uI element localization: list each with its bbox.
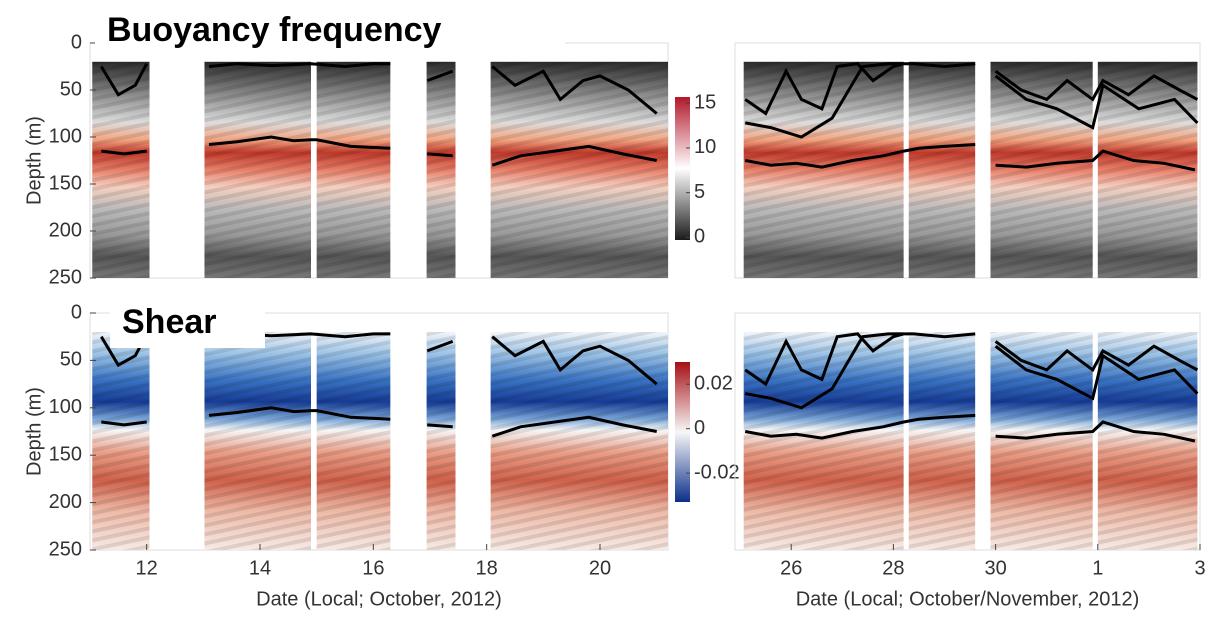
- colorbar-tick-label: 0: [694, 226, 705, 248]
- texture: [990, 331, 1093, 550]
- title-box: [95, 4, 565, 56]
- texture: [316, 61, 391, 278]
- y-tick-label: 250: [49, 538, 82, 560]
- x-axis-label: Date (Local; October/November, 2012): [796, 588, 1140, 610]
- x-axis-label: Date (Local; October, 2012): [256, 588, 502, 610]
- y-tick-label: 50: [60, 349, 82, 371]
- x-tick-label: 14: [249, 557, 271, 579]
- texture: [490, 331, 668, 550]
- y-tick-label: 150: [49, 443, 82, 465]
- colorbar: [675, 362, 690, 502]
- contour-line: [744, 62, 1199, 116]
- y-tick-label: 150: [49, 172, 82, 194]
- x-tick-label: 3: [1194, 557, 1205, 579]
- plot-area: [92, 331, 668, 550]
- contour-line: [744, 332, 1199, 410]
- x-tick-label: 12: [136, 557, 158, 579]
- colorbar-tick-label: 10: [694, 136, 716, 158]
- plot-area: [743, 61, 1199, 278]
- y-axis-label: Depth (m): [23, 387, 45, 476]
- contour-line: [101, 406, 657, 438]
- colorbar-tick-label: 15: [694, 92, 716, 114]
- colorbar-tick-label: -0.02: [694, 461, 740, 483]
- texture: [92, 331, 150, 550]
- texture: [743, 61, 904, 278]
- panel-title: Shear: [122, 303, 217, 341]
- contour-line: [744, 332, 1199, 387]
- x-tick-label: 18: [476, 557, 498, 579]
- x-tick-label: 26: [780, 557, 802, 579]
- panel-title: Buoyancy frequency: [107, 11, 442, 49]
- texture: [204, 331, 311, 550]
- colorbar-tick-label: 0: [694, 417, 705, 439]
- contour-line: [744, 143, 1196, 172]
- x-tick-label: 30: [984, 557, 1006, 579]
- contour-line: [100, 62, 658, 115]
- colorbar: [675, 97, 690, 240]
- texture: [908, 331, 976, 550]
- y-tick-label: 100: [49, 125, 82, 147]
- texture: [92, 61, 150, 278]
- x-tick-label: 28: [882, 557, 904, 579]
- texture: [1097, 331, 1198, 550]
- contour-line: [100, 332, 658, 386]
- texture: [426, 61, 456, 278]
- contour-line: [101, 135, 657, 167]
- texture: [316, 331, 391, 550]
- texture: [204, 61, 311, 278]
- y-tick-label: 200: [49, 491, 82, 513]
- texture: [426, 331, 456, 550]
- y-tick-label: 100: [49, 396, 82, 418]
- x-tick-label: 16: [362, 557, 384, 579]
- y-tick-label: 50: [60, 78, 82, 100]
- y-tick-label: 200: [49, 219, 82, 241]
- y-tick-label: 0: [71, 301, 82, 323]
- plot-area: [743, 331, 1199, 550]
- texture: [990, 61, 1093, 278]
- contour-line: [744, 62, 1199, 139]
- colorbar-tick-label: 0.02: [694, 373, 733, 395]
- x-tick-label: 1: [1092, 557, 1103, 579]
- x-tick-label: 20: [589, 557, 611, 579]
- colorbar-tick-label: 5: [694, 181, 705, 203]
- contour-line: [744, 413, 1196, 443]
- y-tick-label: 250: [49, 266, 82, 288]
- y-tick-label: 0: [71, 31, 82, 53]
- title-box: [110, 296, 265, 348]
- y-axis-label: Depth (m): [23, 116, 45, 205]
- texture: [1097, 61, 1198, 278]
- texture: [908, 61, 976, 278]
- texture: [490, 61, 668, 278]
- plot-area: [92, 61, 668, 278]
- texture: [743, 331, 904, 550]
